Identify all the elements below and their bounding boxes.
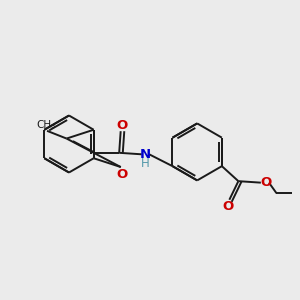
- Text: O: O: [117, 119, 128, 132]
- Text: O: O: [261, 176, 272, 189]
- Text: CH₃: CH₃: [36, 120, 55, 130]
- Text: O: O: [222, 200, 233, 213]
- Text: N: N: [140, 148, 151, 161]
- Text: H: H: [141, 157, 150, 170]
- Text: O: O: [117, 168, 128, 181]
